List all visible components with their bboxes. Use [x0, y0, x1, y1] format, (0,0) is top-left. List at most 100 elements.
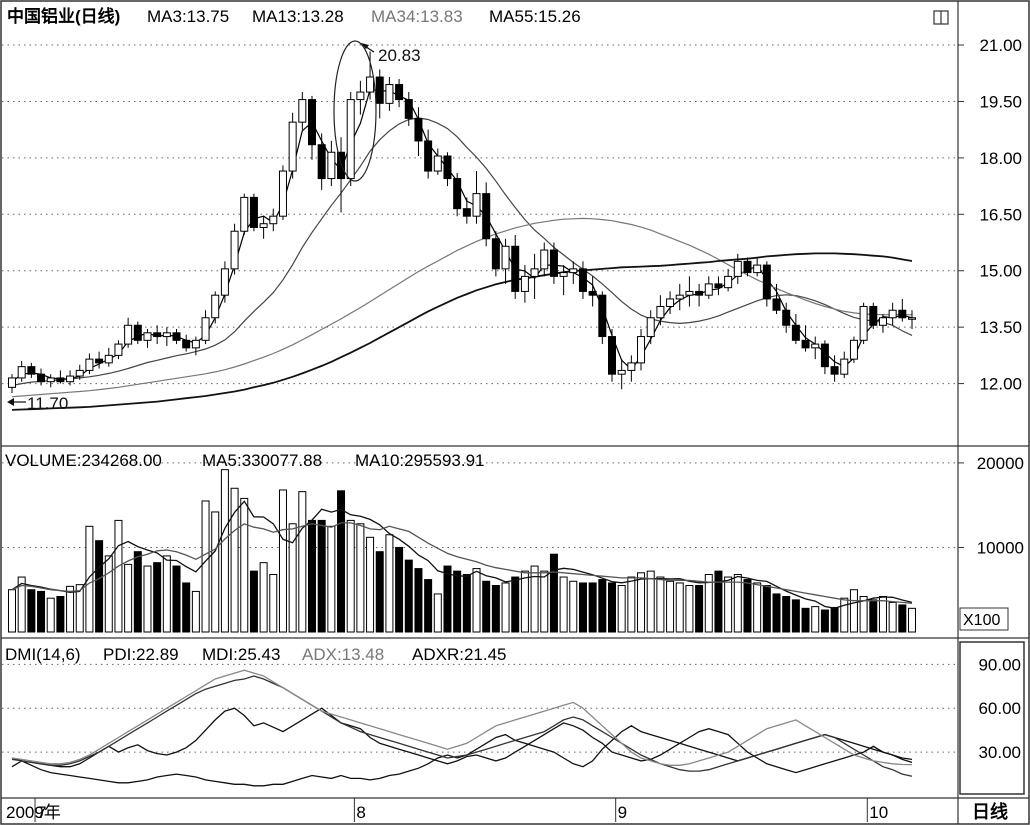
candle [656, 295, 665, 326]
candle [791, 313, 800, 345]
volume-bar [337, 490, 346, 633]
candle [569, 261, 578, 284]
candle-body [588, 290, 597, 296]
dmi-line-adx [11, 675, 913, 777]
candle [491, 231, 500, 277]
volume-bars [8, 469, 916, 633]
volume-gridlines [2, 462, 958, 548]
date-tick-label: 2009年 [6, 803, 61, 822]
volume-bar [724, 576, 733, 633]
dmi-line-pdi [11, 707, 913, 774]
volume-bar [17, 576, 26, 633]
window-toggle-button[interactable] [933, 10, 949, 25]
candle-body [162, 332, 171, 338]
candle-body [453, 178, 462, 210]
volume-bar [801, 607, 810, 633]
candle-body [656, 305, 665, 319]
candle [849, 336, 858, 363]
volume-bar [462, 574, 471, 633]
price-axis-ticks: 21.00 19.50 18.00 16.50 15.00 13.50 12.00 [958, 36, 1022, 394]
volume-tick-label: 10000 [977, 538, 1024, 557]
volume-bar [830, 606, 839, 633]
candle [27, 362, 36, 378]
candle [530, 253, 539, 299]
candle-body [878, 317, 887, 326]
candle-body [491, 238, 500, 270]
candle-body [385, 84, 394, 104]
volume-bar [424, 579, 433, 633]
candle [782, 302, 791, 333]
candle-body [346, 99, 355, 180]
volume-bar [569, 580, 578, 633]
candle [317, 133, 326, 190]
candle [288, 112, 297, 179]
price-tick-label: 12.00 [979, 375, 1022, 394]
candle [46, 374, 55, 388]
candle [714, 276, 723, 296]
volume-bar [37, 590, 46, 633]
dmi-header: DMI(14,6) PDI:22.89 MDI:25.43 ADX:13.48 … [5, 645, 507, 664]
candle [298, 92, 307, 130]
dmi-axis-ticks: 90.00 60.00 30.00 [978, 655, 1021, 762]
candle [104, 347, 113, 367]
candle-body [598, 294, 607, 338]
volume-bar [414, 568, 423, 633]
candle [220, 261, 229, 303]
volume-bar [540, 570, 549, 633]
volume-bar [898, 604, 907, 633]
candle [472, 171, 481, 224]
volume-bar [56, 595, 65, 633]
candle [327, 140, 336, 187]
candle-body [327, 151, 336, 180]
adx-label: ADX:13.48 [302, 645, 384, 664]
period-button[interactable]: 日线 [972, 801, 1008, 822]
volume-bar [133, 551, 142, 633]
candle-body [133, 324, 142, 341]
volume-axis-ticks: 20000 10000 [958, 454, 1024, 557]
volume-bar [772, 593, 781, 633]
volume-bar [278, 489, 287, 633]
volume-bar [385, 534, 394, 633]
candle-body [714, 283, 723, 289]
candle [433, 148, 442, 175]
candle [75, 364, 84, 380]
candle-body [559, 272, 568, 277]
volume-bar [859, 595, 868, 633]
volume-bar [104, 555, 113, 633]
candle [820, 340, 829, 375]
candle-body [782, 309, 791, 326]
candle [124, 317, 133, 348]
candle-body [240, 196, 249, 232]
price-title: 中国铝业(日线) [7, 6, 120, 26]
low-annotation-arrowhead [7, 398, 14, 406]
candle [637, 329, 646, 371]
candle-body [424, 140, 433, 172]
volume-bar [230, 487, 239, 633]
volume-bar [637, 572, 646, 633]
volume-bar [443, 565, 452, 633]
volume-bar [114, 519, 123, 633]
candle-body [182, 339, 191, 349]
candle [520, 265, 529, 303]
volume-bar [124, 563, 133, 633]
candle-body [8, 377, 16, 388]
date-tick-label: 8 [356, 803, 365, 822]
dmi-line-adxr [11, 669, 913, 766]
candle-body [511, 245, 520, 292]
candle [404, 92, 413, 126]
candle-body [443, 155, 452, 180]
volume-bar [240, 497, 249, 633]
price-tick-label: 13.50 [979, 318, 1022, 337]
candle [453, 172, 462, 217]
candle [482, 182, 491, 247]
volume-bar [714, 570, 723, 633]
candle-body [278, 170, 287, 217]
candle [724, 268, 733, 292]
candle [695, 283, 704, 307]
volume-bar [617, 585, 626, 633]
candle [733, 253, 742, 284]
candle [114, 340, 123, 360]
candle-body [104, 354, 113, 364]
date-tick-label: 7 [37, 803, 46, 822]
